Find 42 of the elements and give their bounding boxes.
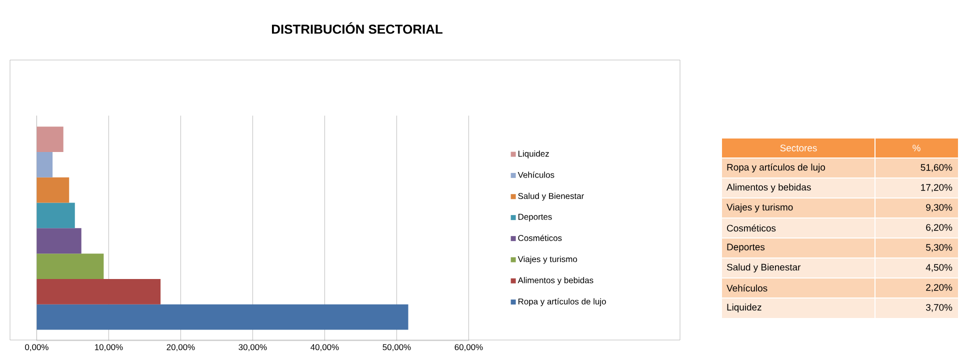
bar — [36, 278, 161, 304]
legend-label: Viajes y turismo — [518, 256, 578, 264]
text: 51,60% — [920, 164, 952, 172]
legend-label: Ropa y artículos de lujo — [518, 298, 606, 306]
legend-label: Alimentos y bebidas — [518, 277, 594, 285]
bar — [36, 254, 104, 279]
text: 9,30% — [926, 204, 952, 212]
text: 2,20% — [926, 284, 952, 292]
x-tick-label: 0,00% — [25, 344, 48, 352]
x-tick-label: 60,00% — [454, 344, 483, 352]
legend-label: Vehículos — [518, 172, 554, 178]
x-tick-label: 20,00% — [166, 344, 195, 352]
text: Deportes — [727, 244, 765, 252]
legend-label: Cosméticos — [518, 234, 562, 242]
legend-label: Liquidez — [518, 150, 549, 158]
text: Salud y Bienestar — [726, 264, 801, 272]
x-tick-label: 30,00% — [238, 344, 267, 352]
text: Vehículos — [726, 284, 768, 292]
text: % — [912, 144, 920, 152]
chart-title: DISTRIBUCIÓN SECTORIAL — [272, 22, 442, 34]
text: Alimentos y bebidas — [726, 184, 811, 192]
text: Sectores — [780, 144, 817, 152]
bar — [36, 152, 53, 178]
text: 4,50% — [926, 264, 952, 272]
bar — [36, 202, 75, 228]
text: 5,30% — [926, 244, 952, 252]
bar — [36, 228, 82, 254]
bar — [36, 177, 70, 203]
text: Cosméticos — [727, 224, 776, 232]
x-tick-label: 50,00% — [382, 344, 411, 352]
x-tick-label: 10,00% — [95, 344, 123, 352]
text: 3,70% — [926, 304, 952, 312]
bar — [36, 304, 408, 330]
bar — [36, 126, 64, 152]
legend-label: Salud y Bienestar — [518, 192, 584, 201]
text: Ropa y artículos de lujo — [727, 164, 826, 172]
x-tick-label: 40,00% — [310, 344, 339, 352]
text: Viajes y turismo — [726, 204, 793, 212]
text: 17,20% — [921, 184, 952, 192]
text: Liquidez — [727, 304, 762, 312]
text: 6,20% — [926, 224, 952, 232]
legend-label: Deportes — [518, 214, 552, 222]
